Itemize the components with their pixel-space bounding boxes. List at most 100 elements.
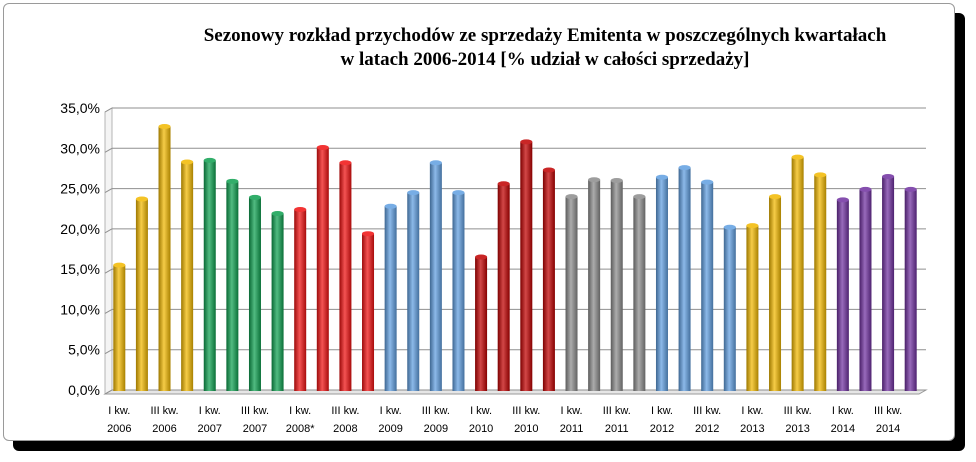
bar-body bbox=[520, 141, 533, 391]
bar bbox=[836, 197, 849, 391]
bar-cap bbox=[859, 186, 872, 192]
gridline-side bbox=[104, 308, 113, 314]
bar bbox=[497, 181, 510, 391]
bar bbox=[746, 223, 759, 391]
bar bbox=[407, 190, 420, 391]
bar bbox=[882, 173, 895, 391]
bar bbox=[769, 194, 782, 391]
bar-body bbox=[791, 157, 804, 391]
bar bbox=[542, 167, 555, 391]
bar bbox=[271, 211, 284, 391]
x-tick-label: III kw. 2010 bbox=[512, 405, 540, 435]
gridline-side bbox=[104, 268, 113, 274]
y-tick-label: 30,0% bbox=[60, 140, 100, 156]
y-tick-label: 15,0% bbox=[60, 261, 100, 277]
bar-cap bbox=[135, 196, 148, 202]
bar-cap bbox=[475, 254, 488, 260]
bar-cap bbox=[362, 231, 375, 237]
x-tick-label: I kw. 2011 bbox=[560, 405, 584, 435]
bar-body bbox=[746, 225, 759, 391]
chart-title: Sezonowy rozkład przychodów ze sprzedaży… bbox=[120, 24, 970, 72]
bar-cap bbox=[339, 160, 352, 166]
bar-body bbox=[859, 189, 872, 391]
x-tick-label: III kw. 2012 bbox=[693, 405, 721, 435]
bar bbox=[248, 194, 261, 391]
y-tick-label: 35,0% bbox=[60, 100, 100, 116]
bar bbox=[610, 178, 623, 391]
bar-body bbox=[362, 233, 375, 391]
plot-side-wall bbox=[104, 107, 113, 395]
gridline-side bbox=[104, 147, 113, 153]
bar-body bbox=[316, 147, 329, 391]
bar-body bbox=[497, 183, 510, 391]
bar-cap bbox=[181, 159, 194, 165]
gridline-side bbox=[104, 349, 113, 355]
bar-body bbox=[814, 174, 827, 391]
x-tick-label: I kw. 2006 bbox=[107, 405, 131, 435]
bar bbox=[339, 160, 352, 391]
chart-title-line-2: w latach 2006-2014 [% udział w całości s… bbox=[340, 49, 750, 70]
x-tick-label: I kw. 2010 bbox=[469, 405, 493, 435]
bar-body bbox=[701, 182, 714, 391]
bar-cap bbox=[565, 194, 578, 200]
bar-cap bbox=[791, 154, 804, 160]
bar-body bbox=[588, 179, 601, 391]
bar-cap bbox=[542, 167, 555, 173]
bar-cap bbox=[497, 181, 510, 187]
y-tick-label: 0,0% bbox=[68, 382, 100, 398]
bar-cap bbox=[113, 262, 126, 268]
x-tick-label: III kw. 2007 bbox=[241, 405, 269, 435]
bar-body bbox=[542, 170, 555, 391]
bar-cap bbox=[746, 223, 759, 229]
bar-cap bbox=[384, 203, 397, 209]
y-tick-label: 10,0% bbox=[60, 301, 100, 317]
x-tick-label: I kw. 2012 bbox=[650, 405, 674, 435]
bar-cap bbox=[226, 178, 239, 184]
bar-body bbox=[429, 162, 442, 391]
bar-cap bbox=[655, 174, 668, 180]
bar-cap bbox=[248, 194, 261, 200]
x-tick-label: III kw. 2009 bbox=[422, 405, 450, 435]
bar-body bbox=[655, 177, 668, 391]
bar bbox=[452, 190, 465, 391]
bar-body bbox=[181, 161, 194, 391]
bar bbox=[814, 172, 827, 391]
bar-cap bbox=[723, 224, 736, 230]
bar-body bbox=[203, 160, 216, 391]
bar-body bbox=[248, 197, 261, 391]
bar bbox=[723, 224, 736, 391]
bar bbox=[791, 154, 804, 391]
bar bbox=[565, 194, 578, 391]
bar-cap bbox=[882, 173, 895, 179]
bar bbox=[158, 124, 171, 391]
bar bbox=[475, 254, 488, 391]
bar-cap bbox=[904, 186, 917, 192]
bar-body bbox=[882, 176, 895, 391]
bar bbox=[859, 186, 872, 391]
bar bbox=[678, 165, 691, 391]
bar-cap bbox=[769, 194, 782, 200]
bar-body bbox=[610, 180, 623, 391]
x-tick-label: III kw. 2006 bbox=[150, 405, 178, 435]
bar-body bbox=[565, 196, 578, 391]
x-tick-label: III kw. 2008 bbox=[331, 405, 359, 435]
bar-body bbox=[226, 181, 239, 391]
y-tick-label: 20,0% bbox=[60, 221, 100, 237]
bar bbox=[904, 186, 917, 391]
bar bbox=[135, 196, 148, 391]
bar-cap bbox=[678, 165, 691, 171]
bar-body bbox=[769, 196, 782, 391]
bar-cap bbox=[203, 157, 216, 163]
bar-body bbox=[271, 213, 284, 391]
bar-body bbox=[475, 257, 488, 391]
bar bbox=[429, 160, 442, 391]
bar bbox=[294, 207, 307, 391]
bar bbox=[181, 159, 194, 391]
bar-body bbox=[678, 167, 691, 391]
y-tick-label: 5,0% bbox=[68, 342, 100, 358]
bar-body bbox=[452, 192, 465, 391]
bar-body bbox=[904, 189, 917, 391]
x-tick-label: I kw. 2014 bbox=[831, 405, 855, 435]
x-tick-label: I kw. 2007 bbox=[198, 405, 222, 435]
bar bbox=[226, 178, 239, 391]
